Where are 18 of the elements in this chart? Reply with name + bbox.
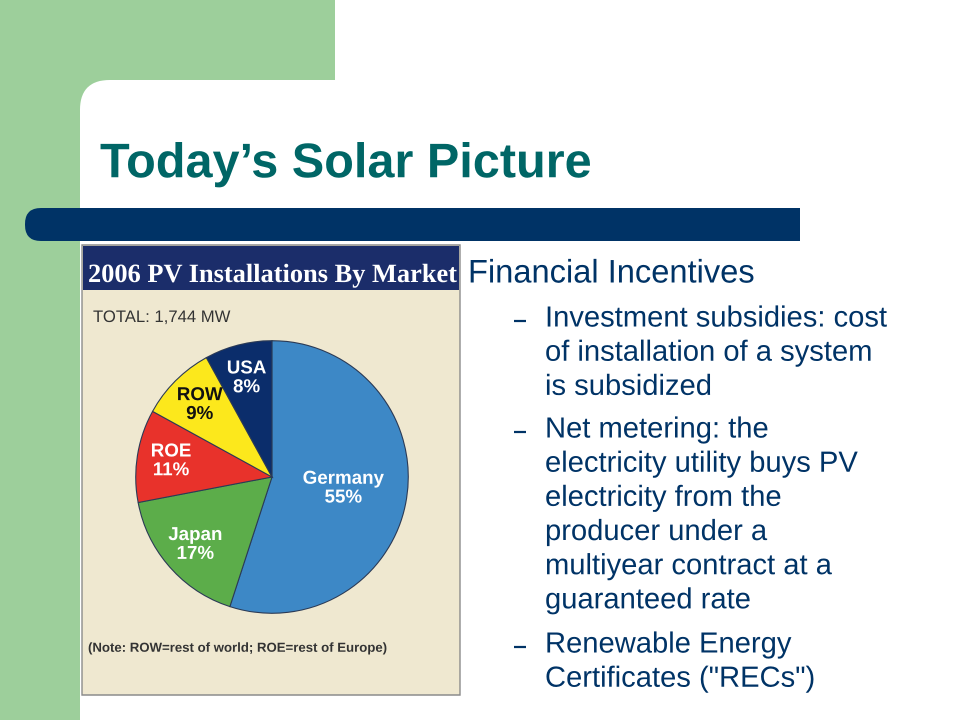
slice-label: ROW xyxy=(178,387,223,400)
data-label: 17% xyxy=(178,546,214,560)
slice-label: ROE xyxy=(152,443,191,457)
data-label: 55% xyxy=(325,490,362,503)
data-label: 9% xyxy=(186,406,213,420)
chart-subtitle: TOTAL: 1,744 MW xyxy=(93,310,230,324)
chart-title: 2006 PV Installations By Market xyxy=(89,264,457,288)
text: Today’s Solar Picture xyxy=(100,142,590,188)
data-label: 11% xyxy=(154,462,189,476)
text: (Note: ROW=rest of world; ROE=rest of Europe) xyxy=(88,642,386,655)
text: Net metering: the electricity utility buys PV electricity from the producer under a multiyear contract at a guaranteed rate xyxy=(546,416,858,614)
text: Investment subsidies: cost of installation of a system is subsidized xyxy=(546,305,887,396)
text: Financial Incentives xyxy=(470,258,754,283)
text: Renewable Energy Certificates ("RECs") xyxy=(546,631,814,693)
slice-label: USA xyxy=(228,360,266,374)
slice-label: Japan xyxy=(168,527,222,544)
data-label: 8% xyxy=(234,379,260,392)
slice-label: Germany xyxy=(303,470,384,488)
